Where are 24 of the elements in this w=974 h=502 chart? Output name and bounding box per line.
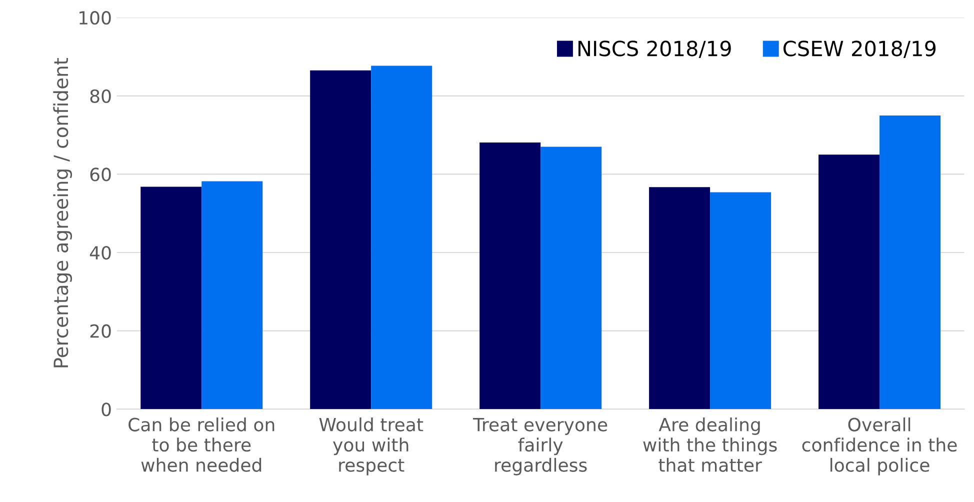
y-tick-label: 60 [90,168,111,182]
legend-label: NISCS 2018/19 [578,40,731,58]
x-tick-label: Are dealing with the things that matter [643,417,777,472]
bar [649,187,710,410]
x-tick-label: Would treat you with respect [319,417,424,476]
bar [480,142,541,410]
bar [202,181,263,410]
x-tick-label: Can be relied on to be there when needed [128,417,274,472]
y-axis-title: Percentage agreeing / confident [53,58,72,368]
y-tick-label: 0 [102,402,111,416]
bar [310,70,372,410]
legend-label: CSEW 2018/19 [784,40,936,58]
y-tick-label: 80 [90,89,111,103]
bar [710,192,772,410]
y-tick-label: 40 [90,246,111,260]
x-tick-label: Treat everyone fairly regardless [473,418,608,476]
x-tick-label: Overall confidence in the local police [802,417,957,476]
bar [371,66,432,410]
bar [140,186,202,410]
bar [540,146,602,410]
bar [818,154,880,410]
bar [880,115,941,410]
y-tick-label: 20 [90,324,111,338]
y-tick-label: 100 [80,11,111,25]
